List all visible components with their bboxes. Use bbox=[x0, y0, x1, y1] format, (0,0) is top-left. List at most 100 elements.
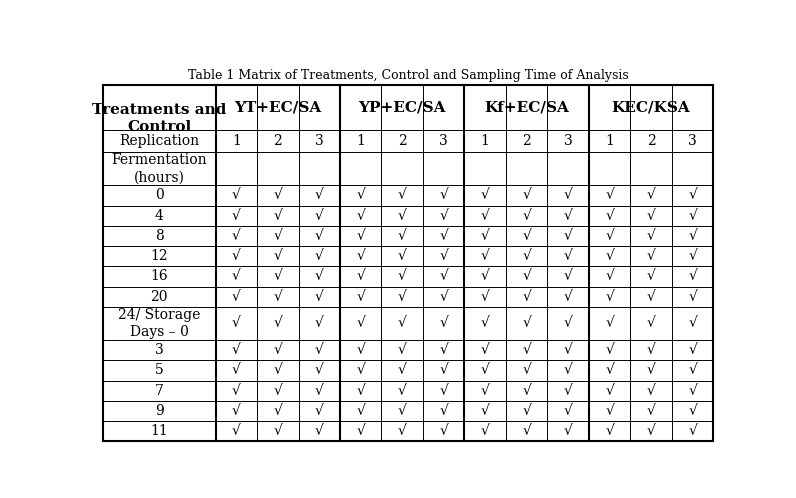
Text: Treatments and
Control: Treatments and Control bbox=[92, 103, 226, 134]
Text: 0: 0 bbox=[154, 188, 163, 202]
Text: 1: 1 bbox=[605, 134, 614, 148]
Text: √: √ bbox=[605, 424, 614, 438]
Text: √: √ bbox=[688, 383, 697, 398]
Text: √: √ bbox=[605, 316, 614, 330]
Text: √: √ bbox=[481, 209, 490, 223]
Text: √: √ bbox=[315, 229, 324, 243]
Text: √: √ bbox=[688, 249, 697, 263]
Text: √: √ bbox=[398, 316, 407, 330]
Text: √: √ bbox=[273, 188, 283, 202]
Text: √: √ bbox=[522, 209, 531, 223]
Text: √: √ bbox=[273, 316, 283, 330]
Text: √: √ bbox=[564, 404, 572, 418]
Text: √: √ bbox=[605, 343, 614, 357]
Text: √: √ bbox=[646, 229, 656, 243]
Text: KEC/KSA: KEC/KSA bbox=[611, 101, 690, 115]
Text: √: √ bbox=[232, 343, 240, 357]
Text: √: √ bbox=[357, 364, 365, 377]
Text: Kf+EC/SA: Kf+EC/SA bbox=[484, 101, 569, 115]
Text: √: √ bbox=[564, 188, 572, 202]
Text: √: √ bbox=[646, 364, 656, 377]
Text: √: √ bbox=[315, 424, 324, 438]
Text: 7: 7 bbox=[154, 383, 163, 398]
Text: √: √ bbox=[522, 404, 531, 418]
Text: 16: 16 bbox=[150, 269, 168, 283]
Text: √: √ bbox=[605, 209, 614, 223]
Text: √: √ bbox=[357, 404, 365, 418]
Text: √: √ bbox=[398, 343, 407, 357]
Text: √: √ bbox=[439, 424, 448, 438]
Text: √: √ bbox=[439, 249, 448, 263]
Text: √: √ bbox=[357, 383, 365, 398]
Text: √: √ bbox=[481, 249, 490, 263]
Text: √: √ bbox=[439, 364, 448, 377]
Text: 12: 12 bbox=[150, 249, 168, 263]
Text: √: √ bbox=[646, 316, 656, 330]
Text: √: √ bbox=[646, 269, 656, 283]
Text: √: √ bbox=[357, 316, 365, 330]
Text: √: √ bbox=[273, 209, 283, 223]
Text: √: √ bbox=[273, 343, 283, 357]
Text: √: √ bbox=[564, 424, 572, 438]
Text: √: √ bbox=[481, 424, 490, 438]
Text: √: √ bbox=[605, 188, 614, 202]
Text: √: √ bbox=[522, 290, 531, 304]
Text: √: √ bbox=[564, 364, 572, 377]
Text: √: √ bbox=[439, 269, 448, 283]
Text: √: √ bbox=[522, 316, 531, 330]
Text: √: √ bbox=[605, 364, 614, 377]
Text: √: √ bbox=[522, 343, 531, 357]
Text: 4: 4 bbox=[154, 209, 163, 223]
Text: √: √ bbox=[315, 364, 324, 377]
Text: √: √ bbox=[522, 383, 531, 398]
Text: √: √ bbox=[232, 383, 240, 398]
Text: √: √ bbox=[688, 343, 697, 357]
Text: √: √ bbox=[481, 316, 490, 330]
Text: √: √ bbox=[357, 424, 365, 438]
Text: YP+EC/SA: YP+EC/SA bbox=[358, 101, 446, 115]
Text: √: √ bbox=[564, 209, 572, 223]
Text: √: √ bbox=[439, 383, 448, 398]
Text: √: √ bbox=[315, 383, 324, 398]
Text: √: √ bbox=[315, 269, 324, 283]
Text: √: √ bbox=[315, 404, 324, 418]
Text: √: √ bbox=[688, 269, 697, 283]
Text: √: √ bbox=[357, 229, 365, 243]
Text: √: √ bbox=[688, 229, 697, 243]
Text: √: √ bbox=[273, 364, 283, 377]
Text: 1: 1 bbox=[357, 134, 365, 148]
Text: √: √ bbox=[273, 424, 283, 438]
Text: 2: 2 bbox=[522, 134, 531, 148]
Text: √: √ bbox=[646, 404, 656, 418]
Text: √: √ bbox=[315, 209, 324, 223]
Text: √: √ bbox=[481, 364, 490, 377]
Text: √: √ bbox=[357, 249, 365, 263]
Text: √: √ bbox=[439, 316, 448, 330]
Text: √: √ bbox=[522, 269, 531, 283]
Text: √: √ bbox=[232, 316, 240, 330]
Text: √: √ bbox=[605, 229, 614, 243]
Text: √: √ bbox=[481, 383, 490, 398]
Text: √: √ bbox=[398, 424, 407, 438]
Text: √: √ bbox=[398, 383, 407, 398]
Text: √: √ bbox=[273, 383, 283, 398]
Text: √: √ bbox=[564, 229, 572, 243]
Text: √: √ bbox=[315, 249, 324, 263]
Text: √: √ bbox=[232, 424, 240, 438]
Text: √: √ bbox=[315, 343, 324, 357]
Text: 3: 3 bbox=[315, 134, 324, 148]
Text: √: √ bbox=[688, 424, 697, 438]
Text: 3: 3 bbox=[439, 134, 448, 148]
Text: √: √ bbox=[439, 229, 448, 243]
Text: √: √ bbox=[522, 229, 531, 243]
Text: √: √ bbox=[273, 249, 283, 263]
Text: √: √ bbox=[273, 404, 283, 418]
Text: √: √ bbox=[398, 290, 407, 304]
Text: √: √ bbox=[398, 249, 407, 263]
Text: √: √ bbox=[688, 364, 697, 377]
Text: 2: 2 bbox=[646, 134, 655, 148]
Text: √: √ bbox=[398, 188, 407, 202]
Text: √: √ bbox=[398, 209, 407, 223]
Text: √: √ bbox=[688, 188, 697, 202]
Text: √: √ bbox=[357, 343, 365, 357]
